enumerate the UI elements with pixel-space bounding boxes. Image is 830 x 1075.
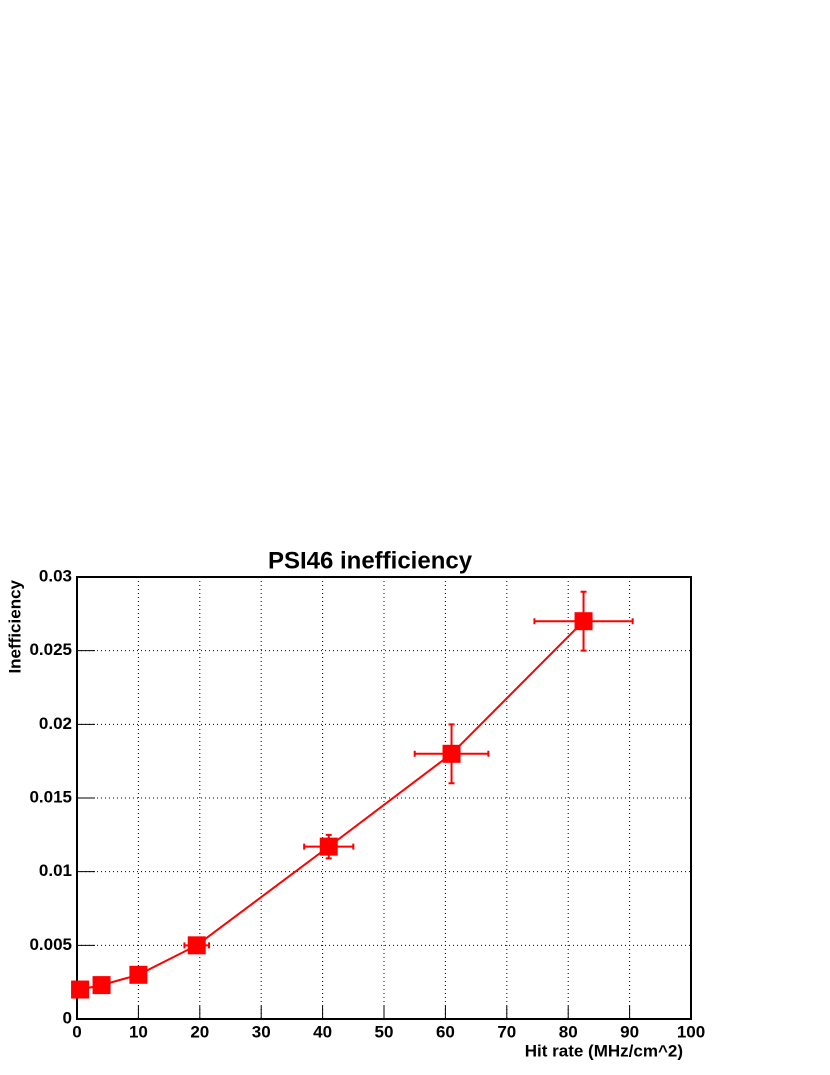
x-tick-label: 10 [129,1022,148,1041]
series-line [79,620,585,991]
x-tick-label: 40 [313,1022,332,1041]
y-tick-label: 0.01 [39,861,72,880]
y-tick-label: 0.02 [39,714,72,733]
data-point [129,965,148,984]
chart-title: PSI46 inefficiency [268,547,473,574]
y-tick-label: 0.005 [29,935,72,954]
data-point [442,744,461,763]
x-tick-label: 0 [72,1022,81,1041]
plot-frame [76,576,692,1020]
x-tick-label: 90 [620,1022,639,1041]
data-point [92,976,111,995]
x-tick-label: 80 [559,1022,578,1041]
x-tick-label: 70 [497,1022,516,1041]
y-tick-label: 0.015 [29,787,72,806]
y-tick-label: 0 [63,1008,72,1027]
x-axis-title: Hit rate (MHz/cm^2) [525,1041,683,1060]
y-axis-title: Inefficiency [5,579,24,673]
y-tick-label: 0.03 [39,566,72,585]
data-point [71,980,90,999]
data-point [574,612,593,631]
x-tick-label: 50 [375,1022,394,1041]
y-tick-label: 0.025 [29,640,72,659]
x-tick-label: 20 [190,1022,209,1041]
x-tick-label: 60 [436,1022,455,1041]
data-point [187,936,206,955]
x-tick-label: 30 [252,1022,271,1041]
x-tick-label: 100 [677,1022,705,1041]
data-point [319,837,338,856]
